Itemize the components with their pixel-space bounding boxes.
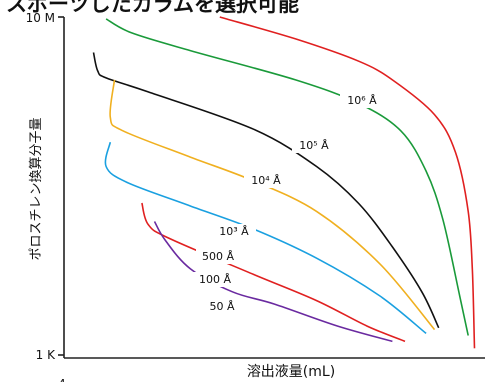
- series-label-bg-3: [212, 224, 256, 239]
- page-title-fragment: スポーツしたカラムを選択可能: [6, 0, 299, 16]
- series-label-5: 100 Å: [199, 273, 231, 286]
- series-label-3: 10³ Å: [219, 225, 249, 238]
- series-line-0: [219, 16, 476, 349]
- series-label-bg-6: [200, 299, 244, 314]
- series-line-1: [105, 18, 469, 336]
- series-label-layer: 10⁶ Å 10⁵ Å 10⁴ Å 10³ Å 500 Å 100 Å 50 Å: [193, 93, 384, 314]
- series-label-2: 10⁴ Å: [251, 174, 281, 187]
- series-label-bg-2: [244, 173, 288, 188]
- series-label-0: 10⁶ Å: [347, 94, 377, 107]
- y-tick-label-bottom: 1 K: [36, 348, 56, 362]
- y-tick-label-top: 10 M: [26, 11, 55, 25]
- x-tick-label-fragment: 4: [58, 377, 66, 382]
- series-label-bg-0: [340, 93, 384, 108]
- series-label-bg-5: [193, 272, 237, 287]
- axes: 10 M 1 K 4 溶出液量(mL) ポロスチレン換算分子量: [26, 11, 485, 382]
- series-line-5: [141, 202, 406, 343]
- series-label-bg-4: [196, 249, 240, 264]
- series-label-bg-1: [292, 138, 336, 153]
- series-line-2: [92, 52, 440, 329]
- series-label-4: 500 Å: [202, 250, 234, 263]
- series-line-4: [104, 142, 427, 335]
- x-axis-label: 溶出液量(mL): [247, 364, 335, 380]
- series-line-3: [109, 79, 436, 331]
- series-layer: [92, 16, 476, 349]
- series-line-6: [153, 221, 393, 343]
- series-label-6: 50 Å: [209, 300, 234, 313]
- y-axis-label: ポロスチレン換算分子量: [29, 117, 44, 260]
- series-label-1: 10⁵ Å: [299, 139, 329, 152]
